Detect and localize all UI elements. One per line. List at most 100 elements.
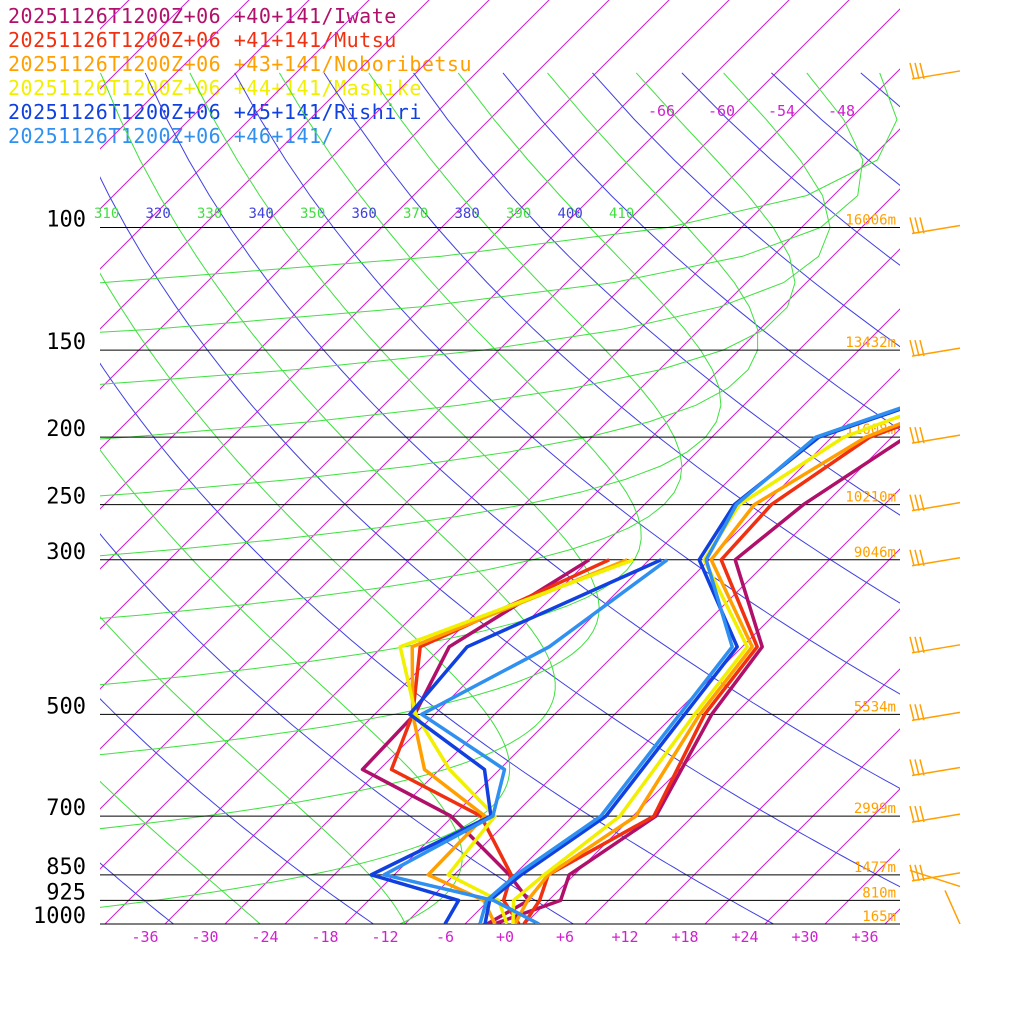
- theta-label: 340: [249, 206, 274, 222]
- moist-adiabat-line: [0, 73, 768, 939]
- moist-adiabat-line: [0, 73, 848, 939]
- x-tick-label: -24: [251, 928, 278, 946]
- x-tick-label: -36: [131, 928, 158, 946]
- theta-label: 360: [352, 206, 377, 222]
- dry-adiabat-line: [100, 533, 575, 924]
- wind-barb: [909, 339, 961, 357]
- pressure-label: 500: [46, 694, 86, 719]
- isotherm-line: [104, 128, 900, 924]
- height-label: 10210m: [845, 490, 896, 506]
- isotherm-line: [584, 608, 900, 924]
- legend-item: 20251126T1200Z+06 +43+141/Noboribetsu: [8, 52, 473, 76]
- isotherm-line: [404, 428, 900, 924]
- legend-item: 20251126T1200Z+06 +46+141/: [8, 124, 335, 148]
- x-tick-label: +6: [556, 928, 574, 946]
- dry-adiabat-line: [100, 698, 375, 924]
- isotherm-label: -66: [648, 102, 675, 120]
- height-label: 165m: [862, 909, 896, 925]
- isotherm-label: -54: [768, 102, 795, 120]
- isotherm-line: [884, 908, 900, 924]
- moist-adiabat-line: [0, 73, 642, 939]
- x-tick-label: +36: [851, 928, 878, 946]
- isotherm-line: [100, 0, 130, 30]
- isotherm-label: -48: [828, 102, 855, 120]
- wind-barb: [909, 704, 961, 722]
- dry-adiabat-line: [413, 72, 900, 516]
- theta-label: 310: [94, 206, 119, 222]
- isotherm-line: [100, 0, 250, 150]
- dry-adiabat-line: [100, 862, 175, 924]
- pressure-label: 850: [46, 855, 86, 880]
- x-tick-label: -18: [311, 928, 338, 946]
- moist-adiabat-line: [100, 72, 556, 830]
- isotherm-line: [100, 0, 730, 630]
- height-label: 810m: [862, 885, 896, 901]
- wind-barbs: [909, 62, 961, 925]
- x-tick-label: -12: [371, 928, 398, 946]
- pressure-label: 250: [46, 485, 86, 510]
- height-label: 9046m: [854, 545, 896, 561]
- isotherm-line: [100, 0, 310, 210]
- moist-adiabat-line: [0, 73, 816, 939]
- legend-item: 20251126T1200Z+06 +44+141/Mashike: [8, 76, 422, 100]
- theta-label: 410: [609, 206, 634, 222]
- height-label: 2999m: [854, 801, 896, 817]
- wind-barb: [909, 869, 961, 925]
- x-tick-label: -30: [191, 928, 218, 946]
- temperature-profile-line: [478, 406, 900, 924]
- height-label: 16006m: [845, 212, 896, 228]
- temperature-profile-line: [493, 438, 900, 924]
- isotherm-line: [644, 668, 900, 924]
- axis-labels: 100 16006m 150 13432m 200 11608m 250 10210m 300 9…: [33, 102, 896, 946]
- isobar-lines: [100, 226, 900, 925]
- theta-label: 350: [300, 206, 325, 222]
- dry-adiabat-line: [100, 362, 775, 924]
- x-tick-label: +18: [671, 928, 698, 946]
- wind-barb: [909, 494, 961, 512]
- isotherm-line: [100, 0, 430, 330]
- isotherm-line: [100, 0, 370, 270]
- theta-label: 370: [403, 206, 428, 222]
- pressure-label: 700: [46, 796, 86, 821]
- x-tick-label: +12: [611, 928, 638, 946]
- dewpoint-profile-line: [369, 558, 662, 924]
- isotherm-line: [100, 0, 850, 750]
- moist-adiabat-lines: [0, 72, 960, 939]
- theta-label: 330: [197, 206, 222, 222]
- x-tick-label: -6: [436, 928, 454, 946]
- x-tick-label: +0: [496, 928, 514, 946]
- pressure-label: 100: [46, 207, 86, 232]
- moist-adiabat-line: [0, 73, 960, 939]
- moist-adiabat-line: [100, 780, 261, 924]
- wind-barb: [909, 62, 961, 80]
- isotherm-line: [1005, 0, 1024, 924]
- pressure-label: 200: [46, 417, 86, 442]
- wind-barb: [909, 805, 961, 823]
- isotherm-lines: [100, 0, 1024, 924]
- height-label: 1477m: [854, 860, 896, 876]
- isotherm-label: -60: [708, 102, 735, 120]
- x-tick-label: +30: [791, 928, 818, 946]
- theta-label: 380: [455, 206, 480, 222]
- isotherm-line: [100, 0, 490, 390]
- dry-adiabat-line: [771, 72, 900, 187]
- dewpoint-profile-line: [382, 558, 669, 924]
- pressure-label: 300: [46, 540, 86, 565]
- theta-label: 400: [558, 206, 583, 222]
- wind-barb: [909, 636, 961, 654]
- height-label: 5534m: [854, 699, 896, 715]
- height-label: 13432m: [845, 335, 896, 351]
- isotherm-line: [464, 488, 900, 924]
- temperature-profile-line: [513, 421, 900, 924]
- legend-item: 20251126T1200Z+06 +40+141/Iwate: [8, 4, 397, 28]
- temperature-profile-line: [511, 414, 900, 924]
- isotherm-line: [100, 0, 610, 510]
- isotherm-line: [164, 188, 900, 924]
- isotherm-line: [284, 308, 900, 924]
- isotherm-line: [100, 68, 900, 870]
- isotherm-line: [824, 848, 900, 924]
- isotherm-line: [100, 8, 900, 810]
- isotherm-line: [100, 0, 550, 450]
- pressure-label: 150: [46, 330, 86, 355]
